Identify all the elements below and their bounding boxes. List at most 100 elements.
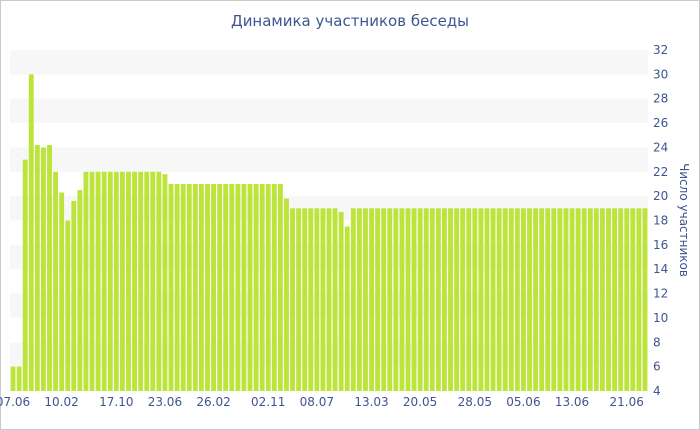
bar[interactable] — [581, 208, 587, 391]
bar[interactable] — [101, 171, 107, 391]
bar[interactable] — [77, 190, 83, 391]
bar[interactable] — [59, 192, 65, 391]
bar[interactable] — [521, 208, 526, 391]
bar[interactable] — [332, 208, 338, 391]
bar[interactable] — [417, 208, 423, 391]
bar[interactable] — [192, 183, 198, 391]
bar[interactable] — [314, 208, 320, 391]
bar[interactable] — [247, 183, 253, 391]
bar[interactable] — [442, 208, 447, 391]
bar[interactable] — [53, 171, 59, 391]
bar[interactable] — [502, 208, 508, 391]
bar[interactable] — [618, 208, 624, 391]
bar[interactable] — [587, 208, 593, 391]
bar[interactable] — [344, 226, 350, 391]
bar[interactable] — [454, 208, 460, 391]
bar[interactable] — [265, 183, 271, 391]
bar[interactable] — [399, 208, 405, 391]
bar[interactable] — [429, 208, 435, 391]
bar[interactable] — [612, 208, 618, 391]
bar[interactable] — [593, 208, 599, 391]
bar[interactable] — [326, 208, 332, 391]
bar[interactable] — [484, 208, 490, 391]
bar[interactable] — [186, 183, 192, 391]
bar[interactable] — [496, 208, 502, 391]
bar[interactable] — [241, 183, 247, 391]
bar[interactable] — [393, 208, 399, 391]
bar[interactable] — [83, 171, 89, 391]
bar[interactable] — [405, 208, 411, 391]
bar[interactable] — [235, 183, 241, 391]
bar[interactable] — [575, 208, 581, 391]
bar[interactable] — [229, 183, 235, 391]
bar[interactable] — [296, 208, 302, 391]
bar[interactable] — [387, 208, 393, 391]
bar[interactable] — [150, 171, 156, 391]
bar[interactable] — [277, 183, 283, 391]
bar[interactable] — [89, 171, 95, 391]
bar[interactable] — [71, 201, 77, 391]
bar[interactable] — [168, 183, 174, 391]
bar[interactable] — [375, 208, 381, 391]
bar[interactable] — [113, 171, 119, 391]
bar[interactable] — [198, 183, 204, 391]
bar[interactable] — [217, 183, 223, 391]
bar[interactable] — [411, 208, 417, 391]
bar[interactable] — [132, 171, 137, 391]
bar[interactable] — [381, 208, 387, 391]
bar[interactable] — [514, 208, 520, 391]
bar[interactable] — [302, 208, 308, 391]
bar[interactable] — [156, 171, 162, 391]
bar[interactable] — [162, 174, 168, 391]
bar[interactable] — [22, 159, 28, 391]
bar[interactable] — [126, 171, 131, 391]
bar[interactable] — [423, 208, 429, 391]
bar[interactable] — [259, 183, 265, 391]
bar[interactable] — [144, 171, 150, 391]
bar[interactable] — [253, 183, 259, 391]
bar[interactable] — [338, 211, 344, 391]
bar[interactable] — [28, 74, 34, 392]
bar[interactable] — [472, 208, 478, 391]
bar[interactable] — [551, 208, 557, 391]
bar[interactable] — [95, 171, 101, 391]
bar[interactable] — [290, 208, 295, 391]
bar[interactable] — [308, 208, 314, 391]
bar[interactable] — [569, 208, 575, 391]
bar[interactable] — [174, 183, 180, 391]
bar[interactable] — [40, 147, 46, 391]
bar[interactable] — [630, 208, 636, 391]
bar[interactable] — [119, 171, 125, 391]
bar[interactable] — [107, 171, 113, 391]
bar[interactable] — [205, 183, 210, 391]
bar[interactable] — [284, 198, 289, 391]
bar[interactable] — [350, 208, 356, 391]
bar[interactable] — [10, 366, 16, 391]
bar[interactable] — [642, 208, 648, 391]
bar[interactable] — [34, 144, 40, 391]
bar[interactable] — [599, 208, 605, 391]
bar[interactable] — [65, 220, 71, 392]
bar[interactable] — [223, 183, 229, 391]
bar[interactable] — [533, 208, 539, 391]
bar[interactable] — [557, 208, 563, 391]
bar[interactable] — [47, 144, 52, 391]
bar[interactable] — [563, 208, 569, 391]
bar[interactable] — [180, 183, 186, 391]
bar[interactable] — [211, 183, 216, 391]
bar[interactable] — [545, 208, 551, 391]
bar[interactable] — [539, 208, 545, 391]
bar[interactable] — [508, 208, 514, 391]
bar[interactable] — [460, 208, 466, 391]
bar[interactable] — [16, 366, 22, 391]
bar[interactable] — [490, 208, 496, 391]
bar[interactable] — [271, 183, 277, 391]
bar[interactable] — [363, 208, 368, 391]
bar[interactable] — [466, 208, 472, 391]
bar[interactable] — [435, 208, 441, 391]
bar[interactable] — [356, 208, 362, 391]
bar[interactable] — [636, 208, 642, 391]
bar[interactable] — [369, 208, 374, 391]
bar[interactable] — [448, 208, 453, 391]
bar[interactable] — [320, 208, 326, 391]
